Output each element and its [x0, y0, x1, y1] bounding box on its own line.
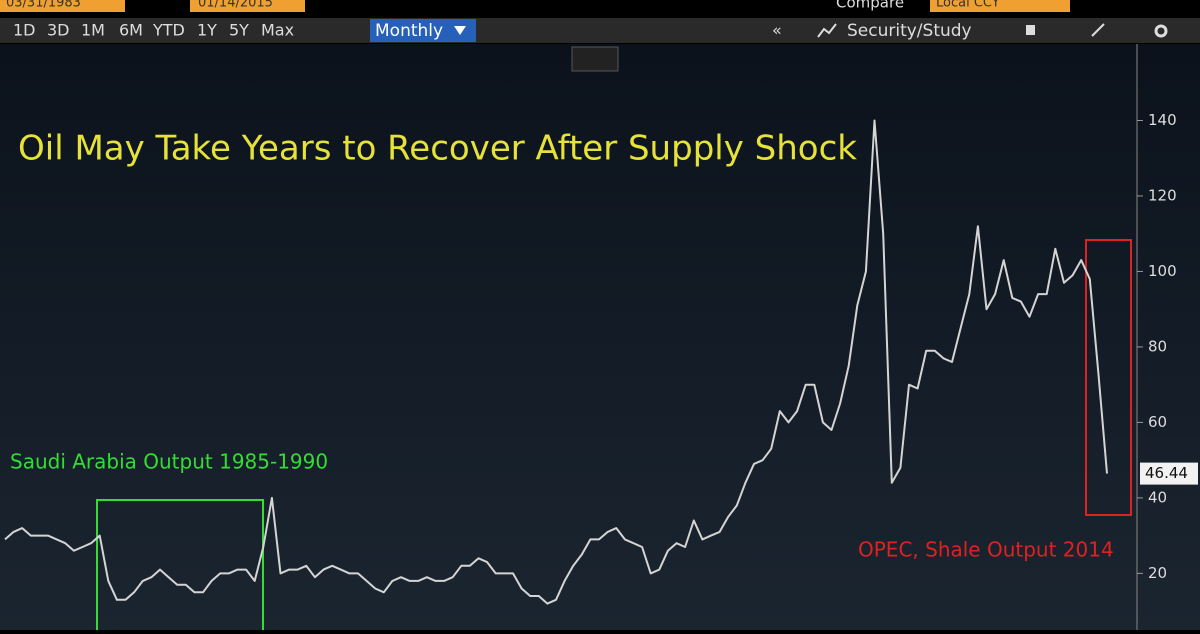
range-button[interactable]: 1D [13, 21, 36, 40]
study-icon [817, 23, 837, 38]
y-tick-label: 100 [1148, 262, 1177, 280]
price-line [4, 119, 1108, 605]
y-tick-label: 80 [1148, 337, 1167, 355]
y-tick-label: 60 [1148, 413, 1167, 431]
plot-area [0, 44, 1200, 630]
collapse-icon[interactable]: « [772, 21, 782, 40]
period-label: Monthly [375, 21, 443, 41]
last-price-box [1140, 462, 1198, 485]
range-button[interactable]: 1M [81, 21, 105, 40]
range-button[interactable]: 5Y [229, 21, 249, 40]
bookmark-icon[interactable] [1026, 25, 1035, 35]
range-button[interactable]: 3D [47, 21, 70, 40]
compare-label[interactable]: Compare [836, 0, 904, 12]
settings-icon[interactable] [1154, 24, 1168, 38]
y-tick-label: 140 [1148, 111, 1177, 129]
y-tick-label: 120 [1148, 186, 1177, 204]
annotation: Saudi Arabia Output 1985-1990 [10, 450, 328, 474]
currency-field[interactable] [930, 0, 1070, 12]
dropdown-arrow [454, 26, 466, 35]
start-date: 03/31/1983 [6, 0, 81, 11]
start-date-field[interactable] [0, 0, 125, 12]
range-button[interactable]: 6M [119, 21, 143, 40]
security-study[interactable]: Security/Study [847, 21, 972, 41]
end-date: 01/14/2015 [198, 0, 273, 11]
y-tick-label: 20 [1148, 564, 1167, 582]
end-date-field[interactable] [190, 0, 305, 12]
highlight-box [96, 499, 264, 634]
period-button[interactable] [370, 19, 476, 42]
currency: Local CCY [936, 0, 1000, 11]
chart-title: Oil May Take Years to Recover After Supp… [18, 129, 857, 169]
toolbar [0, 18, 1200, 43]
range-button[interactable]: 1Y [197, 21, 217, 40]
range-button[interactable]: YTD [152, 21, 185, 40]
chart-type-button[interactable] [571, 46, 619, 72]
highlight-box [1085, 239, 1132, 516]
edit-icon[interactable] [1091, 23, 1105, 37]
annotation: OPEC, Shale Output 2014 [858, 538, 1114, 562]
range-button[interactable]: Max [261, 21, 294, 40]
y-tick-label: 40 [1148, 488, 1167, 506]
last-price: 46.44 [1145, 464, 1188, 482]
